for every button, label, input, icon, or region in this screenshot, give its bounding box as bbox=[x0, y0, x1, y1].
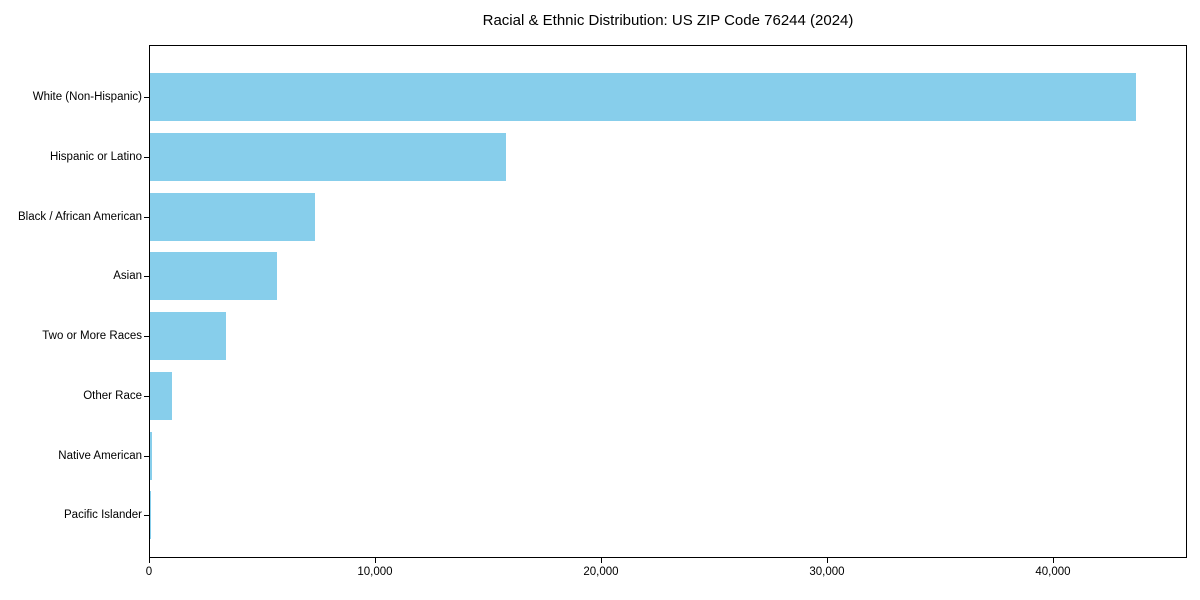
bar-black-african-american bbox=[150, 192, 315, 241]
y-label-white-non-hispanic: White (Non-Hispanic) bbox=[32, 91, 142, 104]
chart-title: Racial & Ethnic Distribution: US ZIP Cod… bbox=[482, 12, 854, 29]
y-tick-white-non-hispanic bbox=[144, 97, 149, 99]
bar-white-non-hispanic bbox=[150, 73, 1136, 122]
y-label-other-race: Other Race bbox=[83, 389, 142, 402]
x-label-40000: 40,000 bbox=[1035, 566, 1071, 578]
x-tick-30000 bbox=[826, 558, 828, 563]
y-label-hispanic-or-latino: Hispanic or Latino bbox=[49, 151, 142, 164]
y-tick-other-race bbox=[144, 395, 149, 397]
y-tick-two-or-more-races bbox=[144, 336, 149, 338]
x-tick-20000 bbox=[600, 558, 602, 563]
y-label-black-african-american: Black / African American bbox=[18, 210, 142, 223]
bar-two-or-more-races bbox=[150, 312, 226, 361]
y-tick-hispanic-or-latino bbox=[144, 157, 149, 159]
y-label-asian: Asian bbox=[113, 270, 142, 283]
plot-area bbox=[149, 45, 1187, 558]
bar-asian bbox=[150, 252, 277, 301]
bar-other-race bbox=[150, 371, 172, 420]
y-label-native-american: Native American bbox=[58, 449, 142, 462]
x-label-0: 0 bbox=[145, 566, 153, 578]
y-tick-asian bbox=[144, 276, 149, 278]
y-tick-pacific-islander bbox=[144, 515, 149, 517]
x-tick-0 bbox=[149, 558, 150, 563]
bar-pacific-islander bbox=[150, 491, 151, 540]
x-label-30000: 30,000 bbox=[809, 566, 845, 578]
y-label-pacific-islander: Pacific Islander bbox=[64, 509, 142, 522]
bar-native-american bbox=[150, 431, 152, 480]
x-tick-40000 bbox=[1052, 558, 1054, 563]
x-tick-10000 bbox=[374, 558, 376, 563]
x-label-20000: 20,000 bbox=[583, 566, 619, 578]
x-label-10000: 10,000 bbox=[357, 566, 393, 578]
y-tick-black-african-american bbox=[144, 216, 149, 218]
bar-hispanic-or-latino bbox=[150, 133, 506, 182]
y-tick-native-american bbox=[144, 455, 149, 457]
y-label-two-or-more-races: Two or More Races bbox=[42, 330, 142, 343]
